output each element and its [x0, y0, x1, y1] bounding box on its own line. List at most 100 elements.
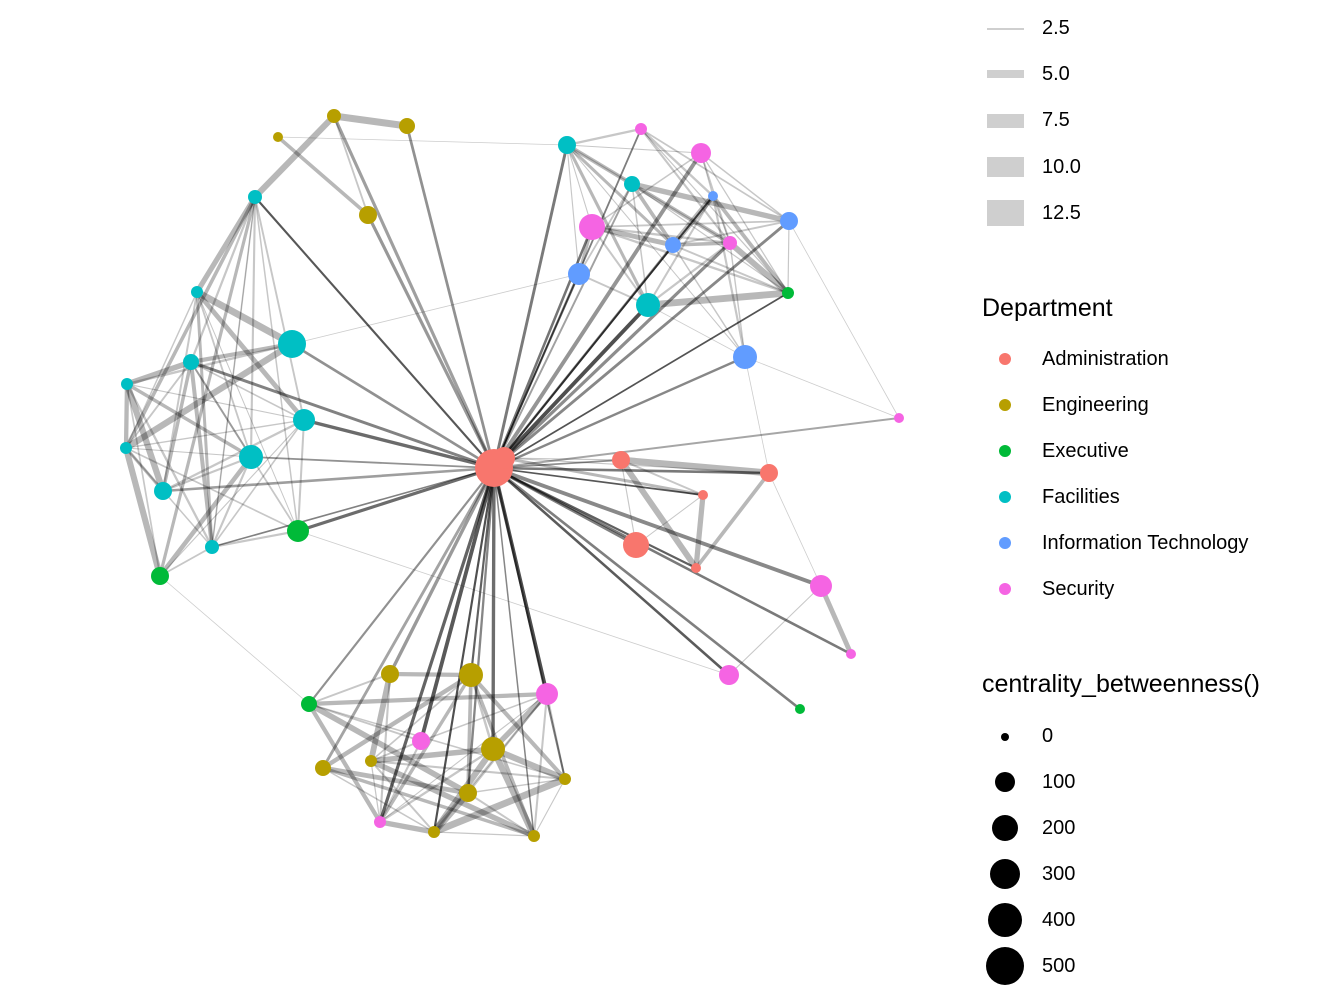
- network-edge: [639, 127, 715, 198]
- network-node: [459, 663, 483, 687]
- network-edge: [366, 213, 496, 470]
- department-key-information-technology: [999, 537, 1011, 549]
- edge-width-label-1: 2.5: [1042, 17, 1070, 39]
- department-key-engineering: [999, 399, 1011, 411]
- edge-width-key-1: [987, 28, 1024, 30]
- network-edge: [333, 115, 369, 216]
- network-edge: [420, 693, 548, 742]
- network-edge: [296, 466, 496, 533]
- network-edge: [211, 419, 305, 548]
- network-edge: [647, 304, 746, 358]
- network-node: [623, 532, 649, 558]
- network-edge: [123, 381, 130, 451]
- network-edge: [378, 747, 495, 824]
- network-edge: [727, 240, 791, 296]
- network-edge: [211, 467, 495, 548]
- network-node: [205, 540, 219, 554]
- network-edge: [492, 355, 747, 470]
- network-edge: [368, 671, 393, 764]
- department-label-engineering: Engineering: [1042, 394, 1149, 416]
- network-node: [636, 293, 660, 317]
- network-node: [493, 447, 515, 469]
- network-edge: [161, 418, 306, 493]
- network-edge: [492, 466, 549, 696]
- network-node: [691, 143, 711, 163]
- network-edge: [566, 144, 702, 154]
- network-edge: [620, 459, 704, 496]
- network-edge: [492, 219, 791, 470]
- network-edge: [492, 243, 675, 470]
- network-edge: [787, 220, 790, 294]
- network-edge: [492, 466, 771, 475]
- network-node: [698, 490, 708, 500]
- edge-width-key-4: [987, 157, 1024, 177]
- network-edge: [644, 289, 792, 309]
- department-label-information-technology: Information Technology: [1042, 532, 1249, 554]
- network-node: [579, 214, 605, 240]
- network-edge: [296, 418, 306, 533]
- network-edge: [565, 127, 643, 147]
- network-edge: [195, 290, 214, 549]
- network-edge: [122, 444, 164, 580]
- network-graph: [120, 109, 904, 842]
- network-edge: [126, 383, 305, 421]
- network-edge: [308, 703, 422, 742]
- network-edge: [492, 466, 731, 677]
- network-edge: [640, 128, 789, 294]
- network-node: [120, 442, 132, 454]
- network-edge: [768, 472, 822, 587]
- network-edge: [159, 575, 310, 705]
- network-edge: [503, 457, 622, 461]
- network-node: [782, 287, 794, 299]
- network-edge: [332, 114, 496, 470]
- network-node: [287, 520, 309, 542]
- network-edge: [196, 291, 299, 532]
- network-edge: [590, 225, 790, 295]
- network-node: [183, 354, 199, 370]
- network-edge: [566, 144, 746, 358]
- network-edge: [712, 195, 731, 244]
- department-key-administration: [999, 353, 1011, 365]
- network-edge: [591, 152, 702, 228]
- network-node: [278, 330, 306, 358]
- centrality-label-100: 100: [1042, 771, 1076, 793]
- network-edge: [532, 692, 549, 838]
- network-edge: [466, 466, 496, 795]
- network-edge: [379, 693, 548, 823]
- network-edge: [125, 382, 253, 459]
- network-edge: [493, 292, 789, 469]
- network-edge: [672, 244, 746, 358]
- department-label-administration: Administration: [1042, 348, 1169, 370]
- network-edge: [159, 419, 305, 577]
- edge-width-label-4: 10.0: [1042, 156, 1081, 178]
- network-edge: [639, 127, 732, 245]
- network-node: [365, 755, 377, 767]
- network-edge: [493, 459, 622, 469]
- network-node: [154, 482, 172, 500]
- edge-width-label-3: 7.5: [1042, 109, 1070, 131]
- network-edge: [188, 341, 295, 365]
- network-edge: [125, 382, 214, 549]
- network-edge: [566, 144, 633, 185]
- network-edge: [291, 273, 580, 345]
- network-edge: [492, 466, 802, 711]
- network-edge: [533, 778, 566, 837]
- network-edge: [635, 494, 704, 546]
- network-edge: [589, 224, 676, 248]
- network-edge: [502, 456, 705, 497]
- network-edge: [578, 273, 649, 306]
- network-edge: [211, 196, 256, 548]
- network-edge: [590, 225, 650, 307]
- network-edge: [125, 361, 192, 449]
- network-edge: [369, 759, 567, 781]
- network-edge: [254, 196, 305, 421]
- network-edge: [251, 112, 338, 201]
- network-node: [719, 665, 739, 685]
- network-edge: [503, 457, 770, 474]
- network-edge: [489, 745, 569, 783]
- network-edge: [670, 193, 716, 248]
- network-node: [381, 665, 399, 683]
- network-node: [459, 784, 477, 802]
- network-edge: [378, 466, 496, 824]
- network-edge: [467, 778, 566, 794]
